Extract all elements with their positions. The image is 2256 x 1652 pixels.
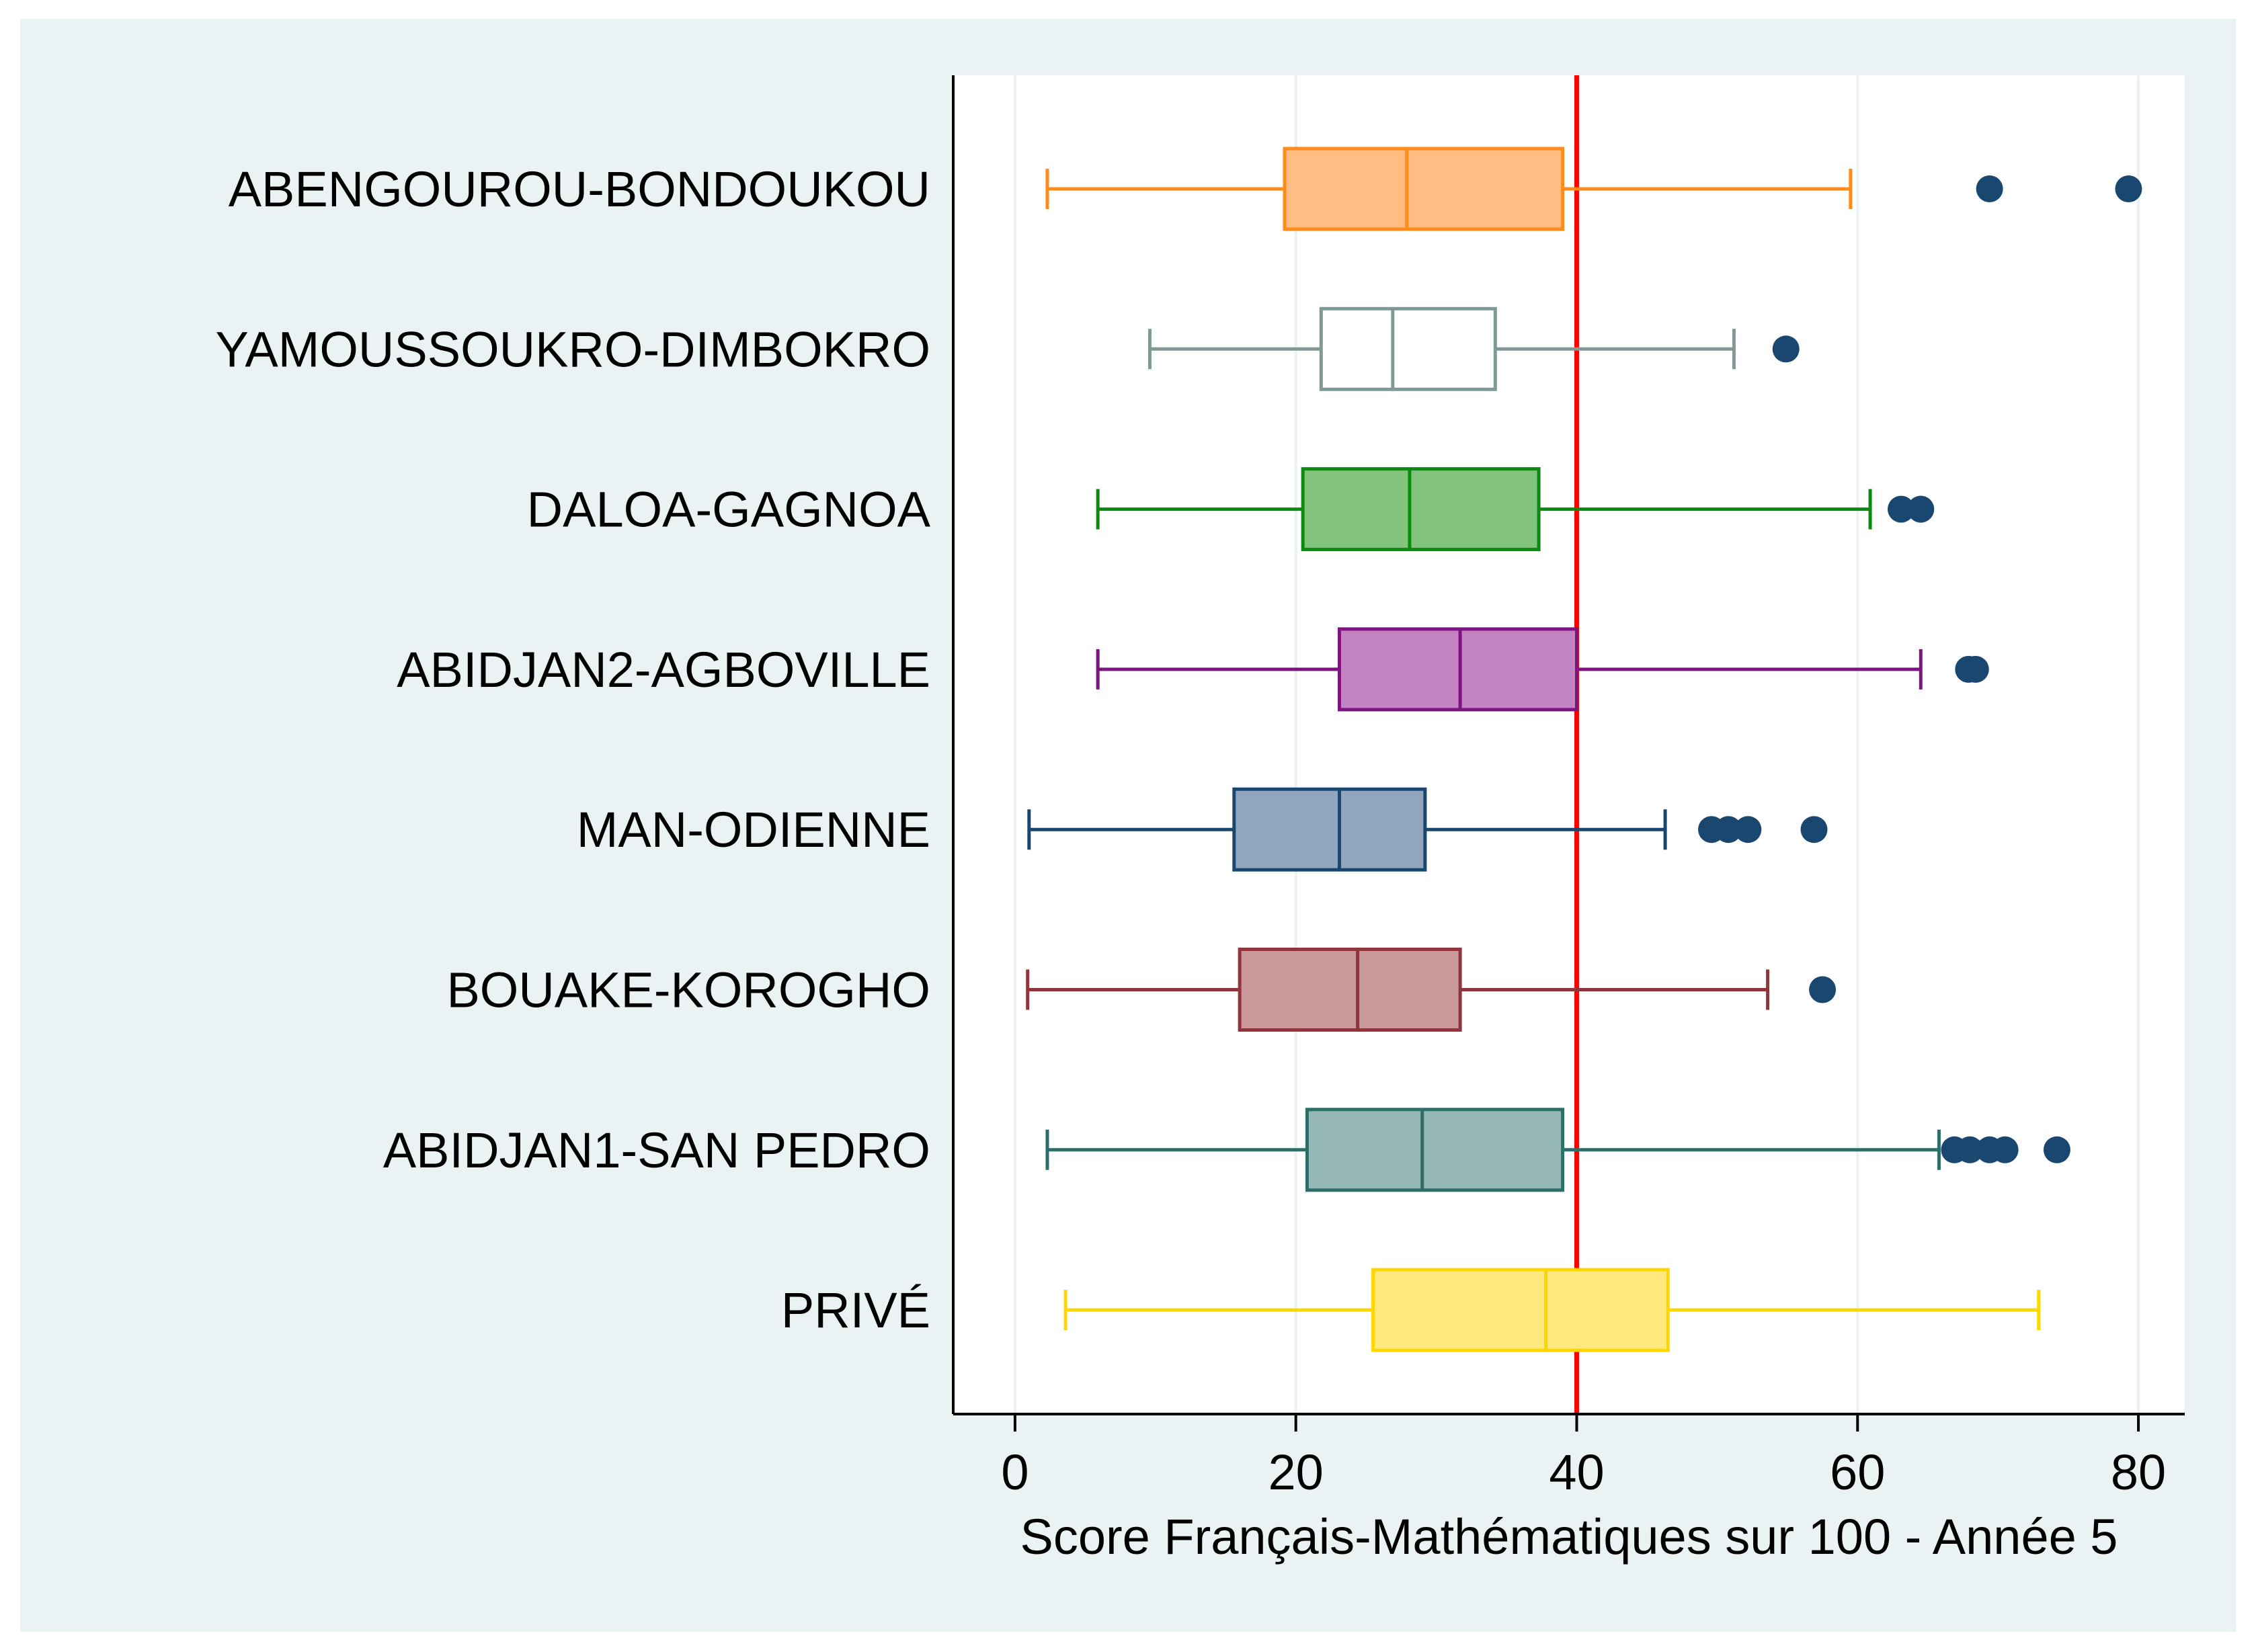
outlier-point bbox=[1888, 495, 1915, 523]
box bbox=[1301, 467, 1541, 552]
box-group bbox=[1096, 467, 1935, 552]
x-tick-label: 40 bbox=[1549, 1444, 1604, 1500]
box bbox=[1283, 147, 1565, 231]
box bbox=[1319, 306, 1497, 391]
x-axis-title: Score Français-Mathématiques sur 100 - A… bbox=[1020, 1509, 2118, 1565]
outlier-point bbox=[1907, 495, 1935, 523]
axes bbox=[952, 75, 2185, 1415]
outlier-point bbox=[1809, 976, 1837, 1003]
outlier-point bbox=[1800, 816, 1828, 843]
outlier-point bbox=[1976, 175, 2003, 202]
x-ticks: 0 20 40 60 80 bbox=[1001, 1414, 2166, 1500]
outlier-point bbox=[2115, 175, 2142, 202]
category-label: DALOA-GAGNOA bbox=[527, 482, 931, 538]
box-group bbox=[1045, 1108, 2070, 1192]
plot-area bbox=[953, 75, 2185, 1414]
category-label: ABIDJAN1-SAN PEDRO bbox=[383, 1122, 930, 1178]
box-group bbox=[1027, 787, 1828, 872]
box-group bbox=[1147, 306, 1800, 391]
outlier-point bbox=[1772, 335, 1800, 363]
x-tick-label: 20 bbox=[1268, 1444, 1324, 1500]
boxes bbox=[1026, 147, 2142, 1352]
box bbox=[1371, 1268, 1670, 1352]
category-label: PRIVÉ bbox=[781, 1282, 930, 1338]
box-group bbox=[1096, 627, 1989, 712]
box-group bbox=[1026, 948, 1837, 1032]
box bbox=[1305, 1108, 1565, 1192]
outlier-point bbox=[1962, 655, 1989, 683]
category-label: MAN-ODIENNE bbox=[577, 802, 930, 858]
category-label: ABIDJAN2-AGBOVILLE bbox=[397, 642, 930, 698]
box bbox=[1238, 948, 1462, 1032]
outlier-point bbox=[1734, 816, 1762, 843]
category-label: BOUAKE-KOROGHO bbox=[446, 962, 930, 1018]
category-labels: ABENGOUROU-BONDOUKOU YAMOUSSOUKRO-DIMBOKR… bbox=[216, 161, 931, 1338]
category-label: ABENGOUROU-BONDOUKOU bbox=[229, 161, 930, 217]
box bbox=[1232, 787, 1427, 872]
outlier-point bbox=[1956, 1136, 1984, 1163]
box-group bbox=[1045, 147, 2142, 231]
outlier-point bbox=[2043, 1136, 2070, 1163]
outlier-point bbox=[1715, 816, 1742, 843]
x-tick-label: 80 bbox=[2111, 1444, 2166, 1500]
outlier-point bbox=[1991, 1136, 2019, 1163]
category-label: YAMOUSSOUKRO-DIMBOKRO bbox=[216, 321, 931, 377]
box bbox=[1337, 627, 1578, 712]
x-tick-label: 60 bbox=[1830, 1444, 1885, 1500]
x-tick-label: 0 bbox=[1001, 1444, 1029, 1500]
box-group bbox=[1063, 1268, 2041, 1352]
